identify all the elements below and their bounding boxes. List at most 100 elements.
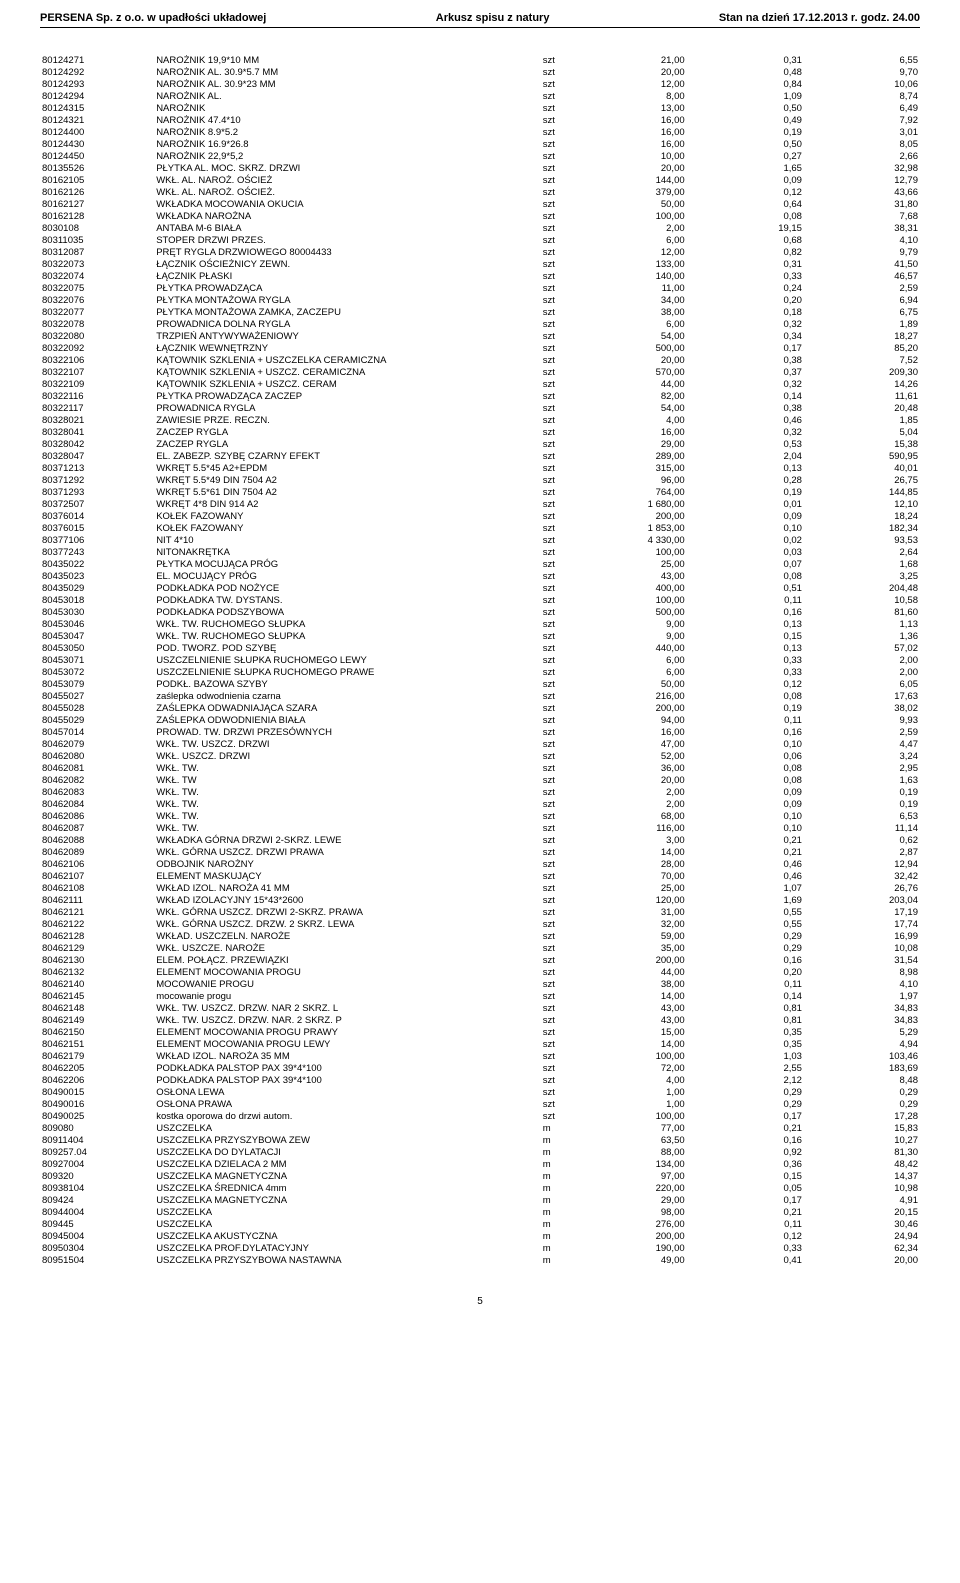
cell-desc: USZCZELNIENIE SŁUPKA RUCHOMEGO PRAWE [154, 666, 541, 678]
cell-value: 11,14 [832, 822, 920, 834]
cell-qty: 440,00 [587, 642, 715, 654]
cell-unit: szt [541, 138, 587, 150]
cell-unit: szt [541, 342, 587, 354]
cell-desc: WKŁ. GÓRNA USZCZ. DRZW. 2 SKRZ. LEWA [154, 918, 541, 930]
cell-price: 0,35 [715, 1026, 832, 1038]
table-row: 80124450NAROŻNIK 22,9*5,2szt10,000,272,6… [40, 150, 920, 162]
cell-desc: USZCZELKA PRZYSZYBOWA NASTAWNA [154, 1254, 541, 1266]
cell-qty: 44,00 [587, 966, 715, 978]
cell-price: 0,33 [715, 1242, 832, 1254]
cell-price: 0,12 [715, 186, 832, 198]
cell-code: 80124400 [40, 126, 154, 138]
table-row: 80371213WKRĘT 5.5*45 A2+EPDMszt315,000,1… [40, 462, 920, 474]
cell-desc: WKŁ. TW. [154, 810, 541, 822]
table-row: 80462132ELEMENT MOCOWANIA PROGUszt44,000… [40, 966, 920, 978]
cell-unit: m [541, 1170, 587, 1182]
cell-qty: 31,00 [587, 906, 715, 918]
cell-value: 9,70 [832, 66, 920, 78]
cell-value: 17,19 [832, 906, 920, 918]
cell-value: 144,85 [832, 486, 920, 498]
cell-unit: m [541, 1230, 587, 1242]
cell-unit: m [541, 1206, 587, 1218]
cell-qty: 200,00 [587, 954, 715, 966]
cell-desc: ELEMENT MASKUJĄCY [154, 870, 541, 882]
cell-code: 80311035 [40, 234, 154, 246]
table-row: 809257.04USZCZELKA DO DYLATACJIm88,000,9… [40, 1146, 920, 1158]
cell-code: 80453046 [40, 618, 154, 630]
cell-unit: szt [541, 834, 587, 846]
cell-qty: 116,00 [587, 822, 715, 834]
table-row: 80950304USZCZELKA PROF.DYLATACYJNYm190,0… [40, 1242, 920, 1254]
cell-unit: szt [541, 702, 587, 714]
cell-qty: 6,00 [587, 234, 715, 246]
cell-unit: szt [541, 606, 587, 618]
cell-desc: NAROŻNIK 22,9*5,2 [154, 150, 541, 162]
cell-unit: szt [541, 366, 587, 378]
cell-unit: m [541, 1158, 587, 1170]
cell-qty: 1 680,00 [587, 498, 715, 510]
cell-desc: NAROŻNIK AL. [154, 90, 541, 102]
cell-qty: 72,00 [587, 1062, 715, 1074]
table-row: 80453030PODKŁADKA PODSZYBOWAszt500,000,1… [40, 606, 920, 618]
cell-price: 0,13 [715, 618, 832, 630]
cell-code: 80453071 [40, 654, 154, 666]
cell-value: 12,94 [832, 858, 920, 870]
cell-qty: 100,00 [587, 546, 715, 558]
table-row: 80453046WKŁ. TW. RUCHOMEGO SŁUPKAszt9,00… [40, 618, 920, 630]
cell-code: 80462088 [40, 834, 154, 846]
cell-value: 4,10 [832, 978, 920, 990]
table-row: 80124292NAROŻNIK AL. 30.9*5.7 MMszt20,00… [40, 66, 920, 78]
cell-code: 80135526 [40, 162, 154, 174]
table-row: 80312087PRĘT RYGLA DRZWIOWEGO 80004433sz… [40, 246, 920, 258]
cell-unit: szt [541, 666, 587, 678]
cell-value: 2,59 [832, 282, 920, 294]
cell-qty: 20,00 [587, 162, 715, 174]
cell-qty: 38,00 [587, 978, 715, 990]
cell-price: 0,33 [715, 270, 832, 282]
cell-code: 80312087 [40, 246, 154, 258]
cell-code: 80462121 [40, 906, 154, 918]
cell-desc: KĄTOWNIK SZKLENIA + USZCZ. CERAM [154, 378, 541, 390]
cell-desc: PŁYTKA AL. MOC. SKRZ. DRZWI [154, 162, 541, 174]
cell-price: 0,08 [715, 570, 832, 582]
cell-code: 80462122 [40, 918, 154, 930]
cell-value: 20,48 [832, 402, 920, 414]
cell-code: 80453030 [40, 606, 154, 618]
cell-qty: 220,00 [587, 1182, 715, 1194]
cell-desc: USZCZELKA PRZYSZYBOWA ZEW [154, 1134, 541, 1146]
cell-desc: WKŁ. TW [154, 774, 541, 786]
cell-unit: szt [541, 1062, 587, 1074]
cell-price: 0,02 [715, 534, 832, 546]
cell-code: 80322109 [40, 378, 154, 390]
table-row: 80322092ŁĄCZNIK WEWNĘTRZNYszt500,000,178… [40, 342, 920, 354]
cell-code: 80462206 [40, 1074, 154, 1086]
cell-code: 80462150 [40, 1026, 154, 1038]
cell-qty: 38,00 [587, 306, 715, 318]
cell-unit: szt [541, 174, 587, 186]
table-row: 80377243NITONAKRĘTKAszt100,000,032,64 [40, 546, 920, 558]
cell-desc: NIT 4*10 [154, 534, 541, 546]
cell-price: 0,11 [715, 594, 832, 606]
cell-qty: 400,00 [587, 582, 715, 594]
cell-desc: PŁYTKA MONTAŻOWA RYGLA [154, 294, 541, 306]
table-row: 80376014KOŁEK FAZOWANYszt200,000,0918,24 [40, 510, 920, 522]
cell-desc: PROWADNICA DOLNA RYGLA [154, 318, 541, 330]
cell-desc: ODBOJNIK NAROŻNY [154, 858, 541, 870]
cell-qty: 54,00 [587, 330, 715, 342]
table-row: 80462086WKŁ. TW.szt68,000,106,53 [40, 810, 920, 822]
cell-unit: m [541, 1194, 587, 1206]
table-row: 80124294NAROŻNIK AL.szt8,001,098,74 [40, 90, 920, 102]
cell-code: 80462140 [40, 978, 154, 990]
cell-value: 7,92 [832, 114, 920, 126]
cell-qty: 21,00 [587, 54, 715, 66]
cell-code: 80462084 [40, 798, 154, 810]
table-row: 80462130ELEM. POŁĄCZ. PRZEWIĄZKIszt200,0… [40, 954, 920, 966]
cell-unit: szt [541, 450, 587, 462]
cell-unit: szt [541, 102, 587, 114]
cell-unit: szt [541, 438, 587, 450]
cell-code: 809424 [40, 1194, 154, 1206]
cell-qty: 35,00 [587, 942, 715, 954]
cell-desc: WKŁ. USZCZE. NAROŻE [154, 942, 541, 954]
cell-value: 0,29 [832, 1098, 920, 1110]
cell-code: 80322076 [40, 294, 154, 306]
